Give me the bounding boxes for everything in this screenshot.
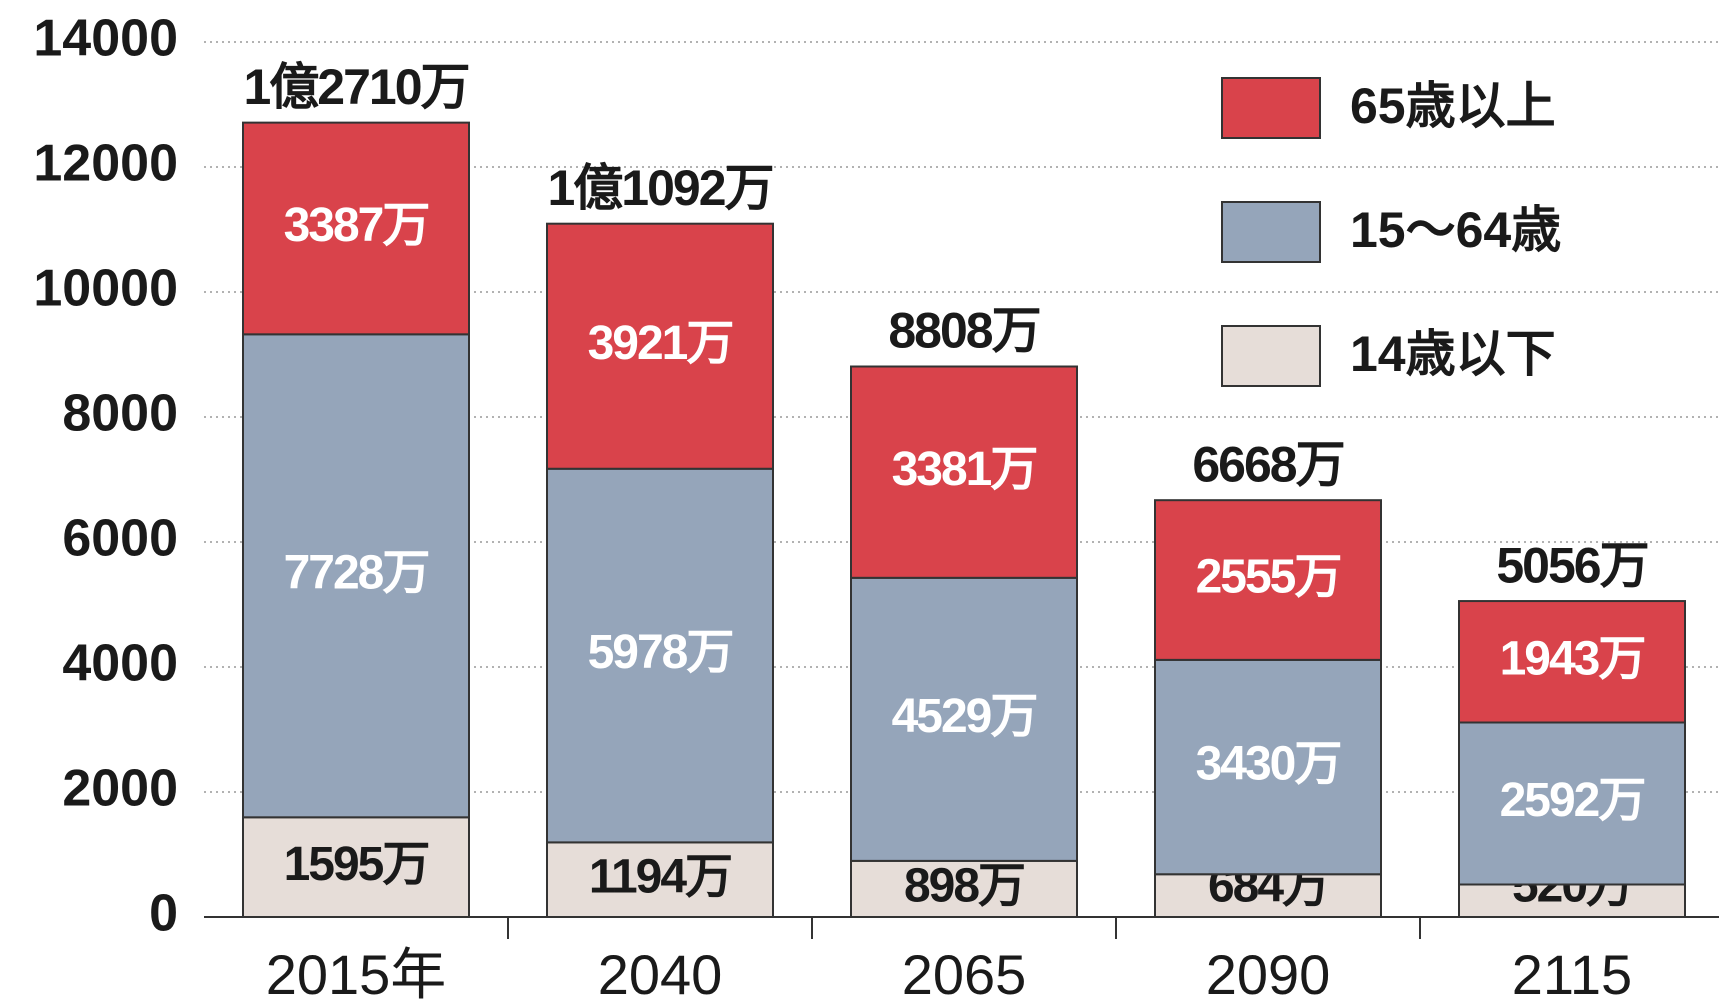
y-tick-label: 10000	[33, 260, 178, 318]
total-label: 1億2710万	[243, 59, 468, 115]
y-tick-label: 0	[149, 885, 178, 943]
x-tick-label: 2065	[902, 943, 1027, 1006]
x-tick-label: 2090	[1206, 943, 1331, 1006]
y-tick-label: 4000	[62, 635, 178, 693]
y-tick-label: 2000	[62, 760, 178, 818]
bar-segment	[1154, 873, 1382, 918]
x-tick-label: 2115	[1512, 943, 1632, 1006]
value-label: 898万	[904, 860, 1024, 913]
value-label: 1943万	[1500, 632, 1645, 685]
value-label: 3430万	[1196, 738, 1341, 791]
value-label: 3387万	[284, 199, 429, 252]
legend-swatch	[1221, 325, 1321, 387]
bar-segment	[242, 121, 470, 336]
value-label: 5978万	[588, 626, 733, 679]
y-tick-label: 14000	[33, 10, 178, 68]
bar-segment	[546, 841, 774, 918]
x-tick-label: 2040	[598, 943, 723, 1006]
bar-segment	[1154, 658, 1382, 876]
total-label: 5056万	[1496, 537, 1647, 593]
total-label: 8808万	[888, 303, 1039, 359]
bar-segment	[1154, 499, 1382, 661]
bar-segment	[1458, 600, 1686, 724]
bar-segment	[850, 576, 1078, 862]
legend-swatch	[1221, 201, 1321, 263]
legend-label: 14歳以下	[1350, 326, 1556, 382]
legend-label: 65歳以上	[1350, 78, 1556, 134]
bar-segment	[546, 467, 774, 844]
value-label: 2592万	[1500, 774, 1645, 827]
bar-segment	[1458, 883, 1686, 918]
y-tick-label: 12000	[33, 135, 178, 193]
legend-swatch	[1221, 77, 1321, 139]
bar-segment	[1458, 721, 1686, 886]
total-label: 1億1092万	[547, 160, 772, 216]
legend-label: 15～64歳	[1350, 202, 1561, 258]
value-label: 1595万	[284, 838, 429, 891]
bar-segment	[242, 816, 470, 918]
value-label: 7728万	[284, 546, 429, 599]
x-tick-label: 2015年	[266, 943, 447, 1006]
value-label: 2555万	[1196, 551, 1341, 604]
value-label: 4529万	[892, 690, 1037, 743]
bar-segment	[546, 222, 774, 470]
value-label: 3921万	[588, 317, 733, 370]
value-label: 3381万	[892, 443, 1037, 496]
y-tick-label: 6000	[62, 510, 178, 568]
total-label: 6668万	[1192, 436, 1343, 492]
bar-segment	[850, 365, 1078, 579]
value-label: 1194万	[589, 850, 731, 903]
bar-segment	[850, 859, 1078, 918]
y-tick-label: 8000	[62, 385, 178, 443]
